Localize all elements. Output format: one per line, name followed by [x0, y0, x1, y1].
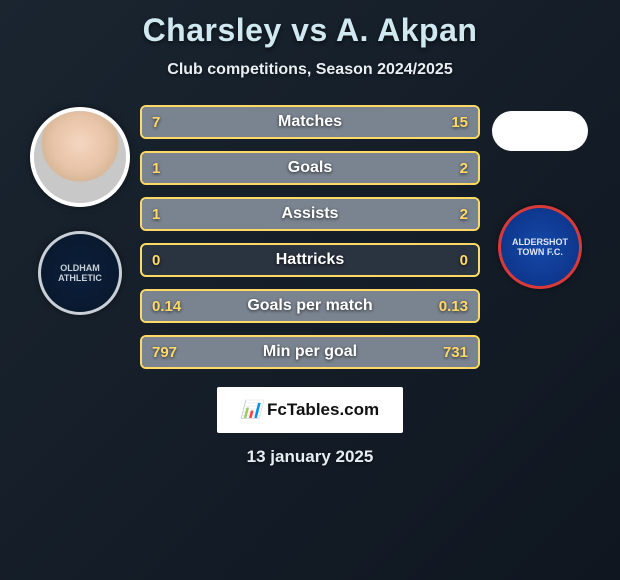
footer-date: 13 january 2025 — [247, 447, 374, 467]
stat-bar: 7 Matches 15 — [140, 105, 480, 139]
stat-left-value: 1 — [152, 206, 160, 223]
stat-left-value: 0.14 — [152, 298, 181, 315]
player-left-club-badge: OLDHAM ATHLETIC — [38, 231, 122, 315]
stat-left-value: 7 — [152, 114, 160, 131]
main-area: OLDHAM ATHLETIC 7 Matches 15 1 Goals 2 — [0, 99, 620, 369]
stat-bar: 1 Assists 2 — [140, 197, 480, 231]
stat-label: Matches — [278, 113, 342, 131]
club-badge-text: ALDERSHOT TOWN F.C. — [505, 237, 575, 257]
avatar-placeholder-icon — [34, 111, 126, 203]
stat-left-value: 1 — [152, 160, 160, 177]
stat-left-value: 0 — [152, 252, 160, 269]
stat-left-value: 797 — [152, 344, 177, 361]
stat-bar: 1 Goals 2 — [140, 151, 480, 185]
stat-right-value: 731 — [443, 344, 468, 361]
page-title: Charsley vs A. Akpan — [143, 12, 478, 49]
stat-bar: 797 Min per goal 731 — [140, 335, 480, 369]
stat-bar: 0.14 Goals per match 0.13 — [140, 289, 480, 323]
stat-label: Goals per match — [247, 297, 372, 315]
bar-fill-right — [253, 153, 478, 183]
brand-badge[interactable]: 📊 FcTables.com — [217, 387, 403, 433]
comparison-card: Charsley vs A. Akpan Club competitions, … — [0, 0, 620, 467]
stat-right-value: 0 — [460, 252, 468, 269]
stat-bar: 0 Hattricks 0 — [140, 243, 480, 277]
left-column: OLDHAM ATHLETIC — [20, 99, 140, 315]
page-subtitle: Club competitions, Season 2024/2025 — [167, 61, 452, 79]
stat-right-value: 0.13 — [439, 298, 468, 315]
stat-right-value: 15 — [451, 114, 468, 131]
stat-label: Assists — [282, 205, 339, 223]
stat-label: Min per goal — [263, 343, 357, 361]
stat-label: Goals — [288, 159, 332, 177]
player-left-avatar — [30, 107, 130, 207]
stat-right-value: 2 — [460, 160, 468, 177]
chart-icon: 📊 — [241, 400, 261, 420]
club-badge-text: OLDHAM ATHLETIC — [45, 263, 115, 283]
stats-bars: 7 Matches 15 1 Goals 2 1 Assists 2 — [140, 105, 480, 369]
player-right-avatar — [492, 111, 588, 151]
stat-label: Hattricks — [276, 251, 344, 269]
brand-text: FcTables.com — [267, 400, 379, 420]
stat-right-value: 2 — [460, 206, 468, 223]
right-column: ALDERSHOT TOWN F.C. — [480, 99, 600, 289]
player-right-club-badge: ALDERSHOT TOWN F.C. — [498, 205, 582, 289]
